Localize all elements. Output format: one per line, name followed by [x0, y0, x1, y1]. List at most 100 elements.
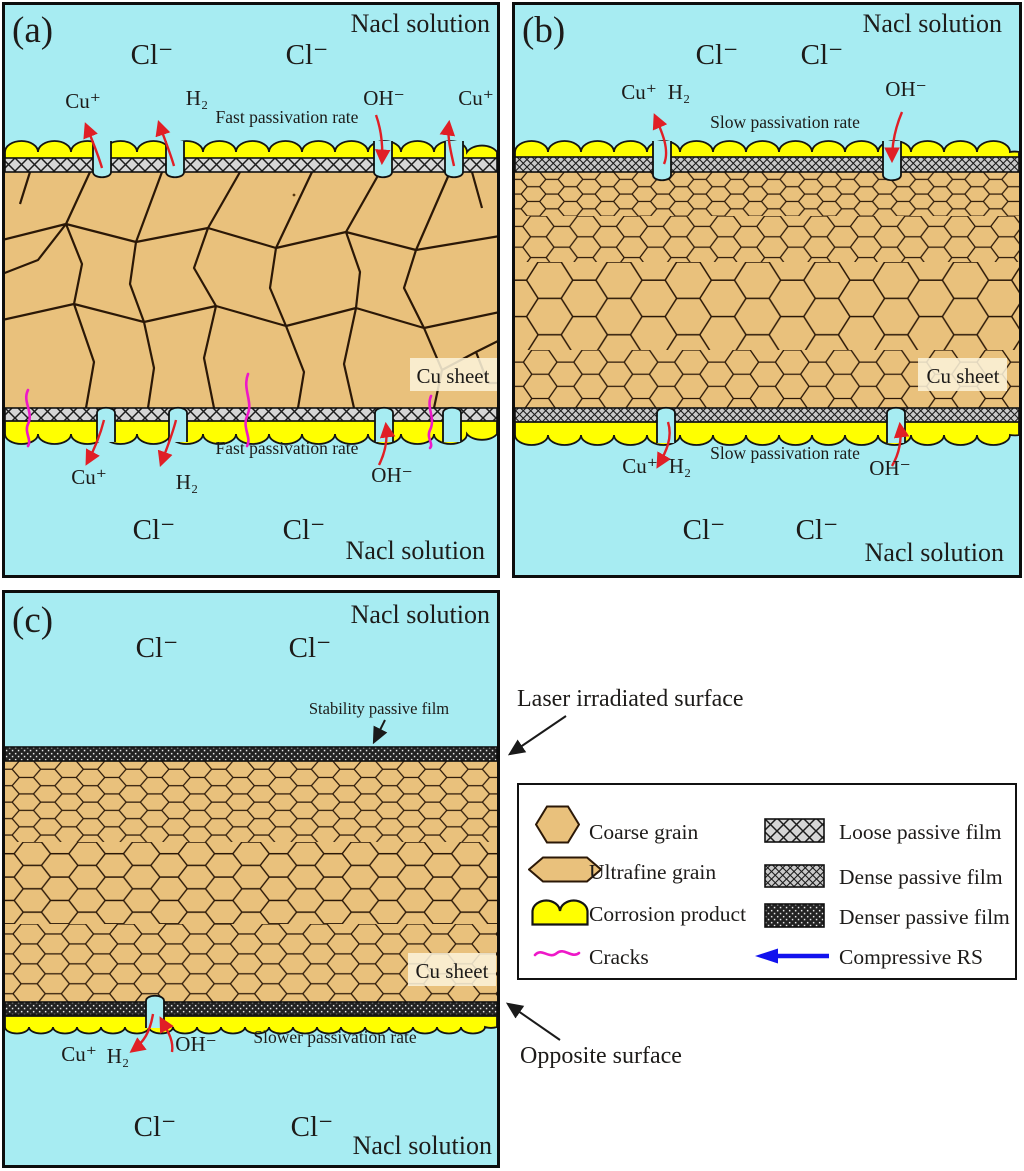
panel-a: Cu sheet (a) Nacl solution Cl⁻ Cl⁻ Cu⁺ H… [2, 2, 500, 578]
opposite-surface-arrow [505, 1002, 561, 1041]
corrosion-pit [96, 406, 116, 442]
h2-label: H₂ [176, 470, 199, 494]
corrosion-pit [656, 406, 676, 443]
corrosion-product-bottom [4, 420, 498, 445]
loose-passive-film-icon [764, 818, 825, 843]
corrosion-pit [442, 406, 462, 442]
legend: Coarse grain Ultrafine grain Corrosion p… [517, 783, 1017, 980]
panel-letter: (b) [522, 10, 565, 51]
ion-flow-arrow [377, 421, 396, 466]
denser-passive-film-bottom [4, 1001, 498, 1016]
cl-ion-label: Cl⁻ [801, 39, 844, 71]
denser-passive-film-top [4, 746, 498, 762]
legend-label: Compressive RS [839, 945, 983, 969]
legend-label: Denser passive film [839, 905, 1010, 929]
panel-letter: (a) [12, 10, 53, 51]
ion-flow-arrow [157, 419, 178, 467]
ion-flow-arrow [652, 113, 668, 165]
corrosion-pit [92, 141, 112, 179]
opposite-surface-annotation: Opposite surface [520, 1043, 682, 1069]
oh-ion-label: OH⁻ [371, 463, 412, 487]
panel-letter: (c) [12, 600, 53, 641]
panel-frame [512, 2, 1022, 578]
corrosion-product-icon [531, 899, 589, 926]
oh-ion-label: OH⁻ [885, 77, 926, 101]
coarse-grain-boundaries [2, 171, 500, 409]
ion-flow-arrow [884, 111, 904, 164]
panel-b: Cu sheet (b) Nacl solution Cl⁻ Cl⁻ Cu⁺ H… [512, 2, 1022, 578]
cl-ion-label: Cl⁻ [289, 632, 332, 664]
cu-ion-label: Cu⁺ [458, 86, 494, 110]
cu-sheet-tag [408, 953, 496, 986]
cracks-icon [533, 950, 581, 957]
cu-ion-label: Cu⁺ [621, 80, 657, 104]
medium-grain-band [515, 262, 1019, 350]
corrosion-pit [444, 141, 464, 179]
dense-passive-film-icon [764, 864, 825, 888]
cu-sheet-tag [918, 358, 1007, 391]
ion-flow-arrow [85, 419, 106, 466]
loose-passive-film-top [4, 157, 498, 173]
h2-label: H₂ [668, 80, 691, 104]
dense-passive-film-top [514, 156, 1020, 173]
h2-label: H₂ [186, 86, 209, 110]
cu-sheet-label: Cu sheet [417, 364, 490, 388]
denser-passive-film-icon [764, 903, 825, 928]
corrosion-pit [374, 406, 394, 442]
passivation-rate-label: Fast passivation rate [216, 438, 359, 458]
ion-flow-arrow [439, 119, 456, 167]
panel-c: Cu sheet (c) Nacl solution Cl⁻ Cl⁻ Stabi… [2, 590, 500, 1168]
coarse-grain-icon [535, 805, 580, 844]
corrosion-pit [652, 141, 672, 182]
h2-label: H₂ [669, 454, 692, 478]
solution-label: Nacl solution [863, 9, 1002, 38]
corrosion-product-top [4, 140, 498, 161]
cu-sheet-label: Cu sheet [927, 364, 1000, 388]
solution-label: Nacl solution [353, 1131, 492, 1160]
corrosion-pit [165, 141, 185, 179]
corrosion-pit [145, 994, 165, 1028]
cu-ion-label: Cu⁺ [61, 1042, 97, 1066]
corrosion-pit [168, 406, 188, 442]
fine-grain-band [515, 172, 1019, 216]
oh-ion-label: OH⁻ [175, 1032, 216, 1056]
cu-ion-label: Cu⁺ [65, 89, 101, 113]
cl-ion-label: Cl⁻ [286, 39, 329, 71]
ion-flow-arrow [83, 122, 104, 169]
cl-ion-label: Cl⁻ [283, 514, 326, 546]
dense-passive-film-bottom [514, 407, 1020, 424]
laser-surface-arrow [507, 715, 567, 756]
cu-sheet-label: Cu sheet [416, 959, 489, 983]
corrosion-product-bottom [4, 1015, 498, 1035]
stability-film-pointer-arrow [372, 719, 388, 745]
oh-ion-label: OH⁻ [363, 86, 404, 110]
solution-label: Nacl solution [351, 600, 490, 629]
grain-dot [292, 193, 296, 197]
crack [244, 372, 251, 448]
panel-frame [2, 2, 500, 578]
cu-ion-label: Cu⁺ [71, 465, 107, 489]
small-grain-band [515, 216, 1019, 262]
legend-label: Corrosion product [589, 902, 747, 926]
cl-ion-label: Cl⁻ [133, 514, 176, 546]
cl-ion-label: Cl⁻ [291, 1111, 334, 1143]
h2-label: H₂ [107, 1044, 130, 1068]
passivation-rate-label: Fast passivation rate [216, 107, 359, 127]
ion-flow-arrow [374, 114, 391, 166]
crack [25, 388, 31, 448]
solution-label: Nacl solution [865, 538, 1004, 567]
crack [427, 394, 434, 450]
legend-label: Ultrafine grain [589, 860, 717, 884]
legend-label: Coarse grain [589, 820, 699, 844]
compressive-rs-arrow-icon [755, 948, 829, 964]
cu-ion-label: Cu⁺ [622, 454, 658, 478]
legend-label: Loose passive film [839, 820, 1002, 844]
cl-ion-label: Cl⁻ [696, 39, 739, 71]
stability-film-label: Stability passive film [309, 699, 449, 718]
cl-ion-label: Cl⁻ [131, 39, 174, 71]
cu-sheet-tag [410, 358, 497, 391]
legend-label: Dense passive film [839, 865, 1003, 889]
laser-surface-annotation: Laser irradiated surface [517, 686, 744, 712]
passivation-rate-label: Slow passivation rate [710, 112, 860, 132]
loose-passive-film-bottom [4, 407, 498, 423]
